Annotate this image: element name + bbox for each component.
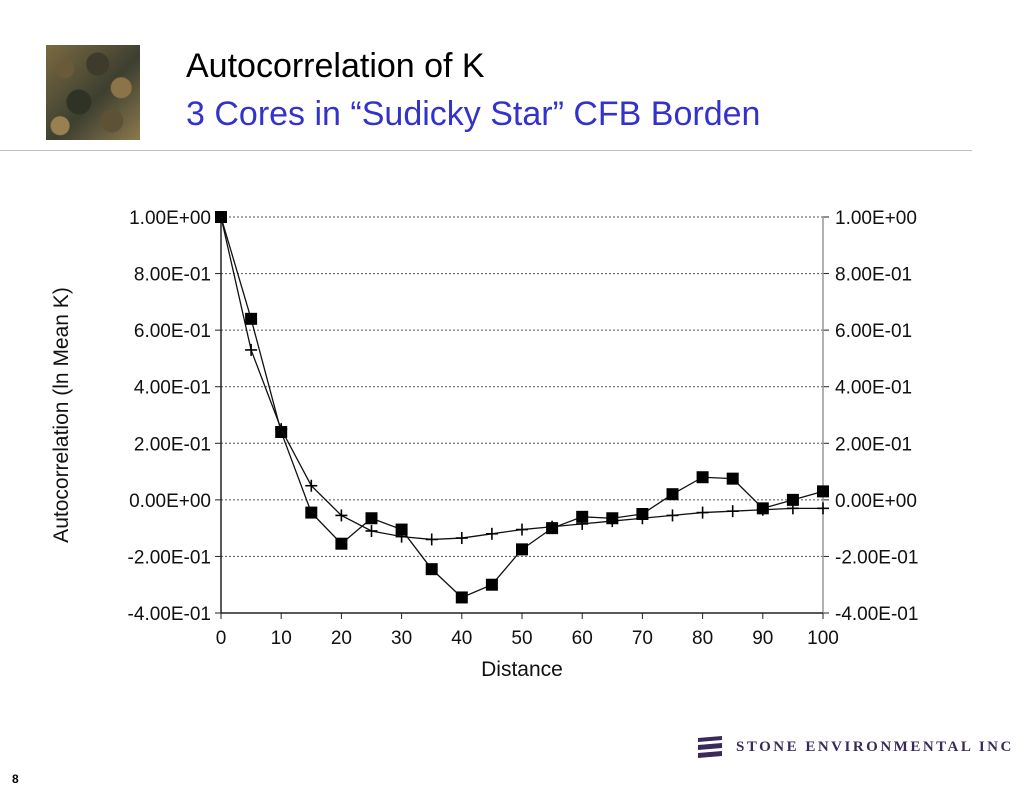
- series-2-point: [756, 503, 769, 516]
- series-1-point: [335, 537, 348, 550]
- x-tick-label: 30: [391, 628, 412, 649]
- series-1-point: [425, 563, 438, 576]
- header-divider: [0, 150, 972, 151]
- series-1-point: [485, 578, 498, 591]
- x-tick-label: 80: [692, 628, 713, 649]
- y-tick-label-right: -2.00E-01: [835, 547, 918, 568]
- series-2-point: [245, 343, 258, 356]
- series-1-point: [305, 506, 318, 519]
- series-2-point: [365, 524, 378, 537]
- series-1-point: [696, 471, 709, 484]
- y-tick-label-left: 8.00E-01: [134, 265, 211, 286]
- header-photo: [46, 45, 140, 140]
- series-2-point: [606, 515, 619, 528]
- series-2-point: [215, 211, 227, 223]
- y-tick-label-left: 4.00E-01: [134, 378, 211, 399]
- series-1-point: [576, 510, 589, 523]
- series-1-point: [516, 543, 528, 556]
- series-1-point: [395, 523, 408, 536]
- series-1-point: [365, 512, 378, 525]
- x-tick-label: 90: [752, 628, 773, 649]
- series-1-point: [666, 488, 679, 501]
- stone-logo-icon: [698, 736, 722, 758]
- y-tick-label-right: -4.00E-01: [835, 604, 918, 625]
- series-2-point: [666, 509, 679, 522]
- series-2-point: [817, 502, 829, 515]
- company-name: STONE ENVIRONMENTAL INC: [736, 738, 1014, 755]
- y-tick-label-right: 0.00E+00: [835, 491, 917, 512]
- series-2-point: [305, 479, 318, 492]
- series-2-point: [425, 533, 438, 546]
- series-2-point: [546, 520, 559, 533]
- company-logo: STONE ENVIRONMENTAL INC: [696, 734, 1014, 760]
- series-2-point: [275, 423, 288, 436]
- y-tick-label-left: -4.00E-01: [128, 604, 211, 625]
- y-tick-label-right: 4.00E-01: [835, 378, 912, 399]
- x-tick-label: 0: [216, 628, 227, 649]
- series-2-point: [726, 505, 739, 518]
- x-tick-label: 100: [807, 628, 839, 649]
- series-2-point: [696, 506, 709, 519]
- tick-labels: 1.00E+00 1.00E+00 8.00E-01 8.00E-01 6.00E-01…: [128, 208, 919, 649]
- series-2-point: [636, 512, 649, 525]
- y-tick-label-right: 8.00E-01: [835, 265, 912, 286]
- x-tick-label: 10: [271, 628, 292, 649]
- series-2-point: [395, 530, 408, 543]
- y-tick-label-left: 0.00E+00: [129, 491, 211, 512]
- x-tick-label: 50: [511, 628, 532, 649]
- y-tick-label-left: 6.00E-01: [134, 321, 211, 342]
- slide-title: Autocorrelation of K: [186, 47, 485, 85]
- x-tick-label: 70: [632, 628, 653, 649]
- x-tick-label: 20: [331, 628, 352, 649]
- series-1-point: [726, 472, 739, 485]
- series-2-point: [455, 532, 468, 545]
- series-2-point: [485, 527, 498, 540]
- x-tick-label: 60: [572, 628, 593, 649]
- x-axis-label: Distance: [481, 658, 563, 681]
- series-group: [215, 211, 829, 604]
- page-number: 8: [12, 772, 19, 786]
- series-1-point: [786, 493, 799, 506]
- y-axis-label: Autocorrelation (ln Mean K): [50, 287, 73, 543]
- y-tick-label-right: 1.00E+00: [835, 208, 917, 229]
- axes: [215, 216, 829, 619]
- series-2-point: [576, 517, 589, 530]
- y-tick-label-left: -2.00E-01: [128, 547, 211, 568]
- y-tick-label-right: 2.00E-01: [835, 434, 912, 455]
- y-tick-label-right: 6.00E-01: [835, 321, 912, 342]
- y-tick-label-left: 2.00E-01: [134, 434, 211, 455]
- series-2-point: [335, 509, 348, 522]
- series-2-point: [516, 523, 528, 536]
- series-1-point: [455, 591, 468, 604]
- series-2-point: [786, 502, 799, 515]
- x-tick-label: 40: [451, 628, 472, 649]
- series-1-point: [245, 312, 258, 325]
- y-tick-label-left: 1.00E+00: [129, 208, 211, 229]
- series-1-point: [817, 485, 829, 498]
- slide-subtitle: 3 Cores in “Sudicky Star” CFB Borden: [186, 95, 761, 133]
